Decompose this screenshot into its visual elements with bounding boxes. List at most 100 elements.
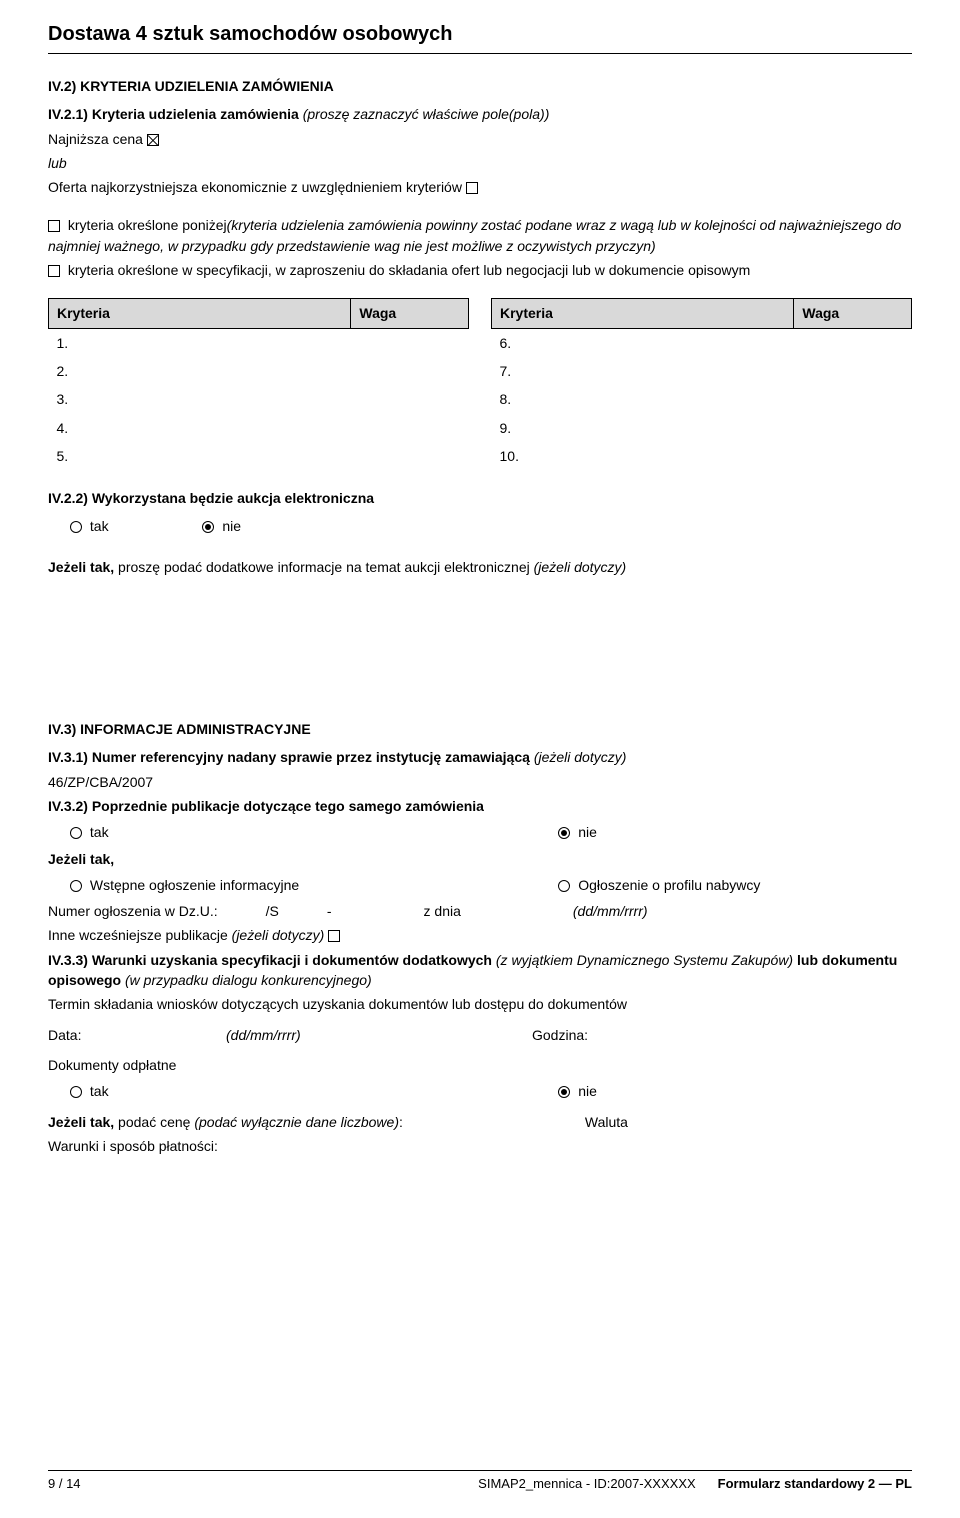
- opt-offer-label: Oferta najkorzystniejsza ekonomicznie z …: [48, 179, 462, 195]
- iv32-opts: tak nie: [48, 822, 912, 842]
- radio-iv32-tak[interactable]: [70, 827, 82, 839]
- iv33-head-d: (w przypadku dialogu konkurencyjnego): [125, 972, 372, 988]
- criteria-table-left: Kryteria Waga 1. 2. 3. 4. 5.: [48, 298, 469, 470]
- checkbox-price[interactable]: [147, 134, 159, 146]
- footer-form: Formularz standardowy 2 — PL: [718, 1475, 912, 1494]
- price-line: Jeżeli tak, podać cenę (podać wyłącznie …: [48, 1112, 912, 1132]
- radio-paid-tak[interactable]: [70, 1086, 82, 1098]
- table-row: 2.: [49, 357, 469, 385]
- iv21-options: Najniższa cena lub Oferta najkorzystniej…: [48, 129, 912, 281]
- iv22-follow-bold: Jeżeli tak,: [48, 559, 114, 575]
- table-row: 5.: [49, 442, 469, 470]
- footer-right-group: SIMAP2_mennica - ID:2007-XXXXXX Formular…: [478, 1475, 912, 1494]
- zdnia: z dnia: [424, 901, 461, 921]
- iv22-head: IV.2.2) Wykorzystana będzie aukcja elekt…: [48, 488, 912, 508]
- radio-iv32-nie[interactable]: [558, 827, 570, 839]
- criteria-tables: Kryteria Waga 1. 2. 3. 4. 5. Kryteria Wa…: [48, 298, 912, 470]
- terms-label: Warunki i sposób płatności:: [48, 1136, 912, 1156]
- checkbox-offer[interactable]: [466, 182, 478, 194]
- title-rule: [48, 53, 912, 54]
- iv21-head-line: IV.2.1) Kryteria udzielenia zamówienia (…: [48, 104, 912, 124]
- term-line: Termin składania wniosków dotyczących uz…: [48, 994, 912, 1014]
- iv22-follow-rest: proszę podać dodatkowe informacje na tem…: [114, 559, 533, 575]
- iv22-nie-wrap: nie: [202, 516, 241, 536]
- opt-below-row: kryteria określone poniżej(kryteria udzi…: [48, 215, 912, 256]
- time-label: Godzina:: [532, 1025, 588, 1045]
- price-hint: (podać wyłącznie dane liczbowe): [194, 1114, 399, 1130]
- other-pub-hint: (jeżeli dotyczy): [232, 927, 325, 943]
- iv33-head-b: (z wyjątkiem Dynamicznego Systemu Zakupó…: [496, 952, 793, 968]
- buyerprofile-label: Ogłoszenie o profilu nabywcy: [578, 877, 760, 893]
- lub-1: lub: [48, 153, 912, 173]
- table-row: 7.: [492, 357, 912, 385]
- col-crit-l: Kryteria: [49, 299, 351, 328]
- iv31-hint: (jeżeli dotyczy): [534, 749, 627, 765]
- iv32-tak: tak: [90, 824, 109, 840]
- iv3-head: IV.3) INFORMACJE ADMINISTRACYJNE: [48, 719, 912, 739]
- radio-iv22-tak[interactable]: [70, 521, 82, 533]
- iv21-hint: (proszę zaznaczyć właściwe pole(pola)): [303, 106, 550, 122]
- footer-id: SIMAP2_mennica - ID:2007-XXXXXX: [478, 1475, 696, 1494]
- num-label: Numer ogłoszenia w Dz.U.:: [48, 901, 218, 921]
- price-bold: Jeżeli tak,: [48, 1114, 114, 1130]
- iv32-iftrue: Jeżeli tak,: [48, 849, 912, 869]
- document-title: Dostawa 4 sztuk samochodów osobowych: [48, 20, 912, 49]
- col-weight-r: Waga: [794, 299, 912, 328]
- footer-rule: [48, 1470, 912, 1471]
- paid-nie: nie: [578, 1083, 597, 1099]
- iv22-follow: Jeżeli tak, proszę podać dodatkowe infor…: [48, 557, 912, 577]
- table-row: 10.: [492, 442, 912, 470]
- date-label: Data:: [48, 1025, 104, 1045]
- paid-opts: tak nie: [48, 1081, 912, 1101]
- iv22-opts: tak nie: [48, 516, 912, 536]
- section-iv2-head: IV.2) KRYTERIA UDZIELENIA ZAMÓWIENIA: [48, 76, 912, 96]
- footer: 9 / 14 SIMAP2_mennica - ID:2007-XXXXXX F…: [48, 1470, 912, 1494]
- paid-tak: tak: [90, 1083, 109, 1099]
- iv22-tak: tak: [90, 518, 109, 534]
- opt-offer-row: Oferta najkorzystniejsza ekonomicznie z …: [48, 177, 912, 197]
- other-pub-line: Inne wcześniejsze publikacje (jeżeli dot…: [48, 925, 912, 945]
- iv22-tak-wrap: tak: [70, 516, 109, 536]
- checkbox-other-pub[interactable]: [328, 930, 340, 942]
- footer-row: 9 / 14 SIMAP2_mennica - ID:2007-XXXXXX F…: [48, 1475, 912, 1494]
- opt-spec-label: kryteria określone w specyfikacji, w zap…: [68, 262, 750, 278]
- paid-docs-label: Dokumenty odpłatne: [48, 1055, 912, 1075]
- iv22-nie: nie: [222, 518, 241, 534]
- date-time-line: Data: (dd/mm/rrrr) Godzina:: [48, 1025, 912, 1045]
- price-rest: podać cenę: [114, 1114, 194, 1130]
- iv31-ref: 46/ZP/CBA/2007: [48, 772, 912, 792]
- table-row: 1.: [49, 328, 469, 357]
- iv31-head: IV.3.1) Numer referencyjny nadany sprawi…: [48, 749, 530, 765]
- slash-s: /S: [266, 901, 279, 921]
- table-row: 6.: [492, 328, 912, 357]
- date-hint-1: (dd/mm/rrrr): [573, 901, 648, 921]
- iv32-subopts: Wstępne ogłoszenie informacyjne Ogłoszen…: [48, 875, 912, 895]
- radio-paid-nie[interactable]: [558, 1086, 570, 1098]
- table-row: 9.: [492, 414, 912, 442]
- col-crit-r: Kryteria: [492, 299, 794, 328]
- opt-spec-row: kryteria określone w specyfikacji, w zap…: [48, 260, 912, 280]
- checkbox-below[interactable]: [48, 220, 60, 232]
- iv22-follow-hint: (jeżeli dotyczy): [534, 559, 627, 575]
- date-hint-2: (dd/mm/rrrr): [226, 1025, 526, 1045]
- other-pub: Inne wcześniejsze publikacje: [48, 927, 232, 943]
- iv32-head: IV.3.2) Poprzednie publikacje dotyczące …: [48, 796, 912, 816]
- page: Dostawa 4 sztuk samochodów osobowych IV.…: [0, 0, 960, 1518]
- col-weight-l: Waga: [351, 299, 469, 328]
- opt-below-label: kryteria określone poniżej: [68, 217, 227, 233]
- iv33-head-line: IV.3.3) Warunki uzyskania specyfikacji i…: [48, 950, 912, 991]
- checkbox-spec[interactable]: [48, 265, 60, 277]
- num-line: Numer ogłoszenia w Dz.U.: /S - z dnia (d…: [48, 901, 912, 921]
- table-row: 8.: [492, 385, 912, 413]
- opt-price-row: Najniższa cena: [48, 129, 912, 149]
- opt-price-label: Najniższa cena: [48, 131, 143, 147]
- radio-iv22-nie[interactable]: [202, 521, 214, 533]
- iv21-head: IV.2.1) Kryteria udzielenia zamówienia: [48, 106, 299, 122]
- iv32-nie: nie: [578, 824, 597, 840]
- criteria-table-right: Kryteria Waga 6. 7. 8. 9. 10.: [491, 298, 912, 470]
- radio-buyerprofile[interactable]: [558, 880, 570, 892]
- radio-prenotice[interactable]: [70, 880, 82, 892]
- table-row: 3.: [49, 385, 469, 413]
- iv31-line: IV.3.1) Numer referencyjny nadany sprawi…: [48, 747, 912, 767]
- iv33-head-a: IV.3.3) Warunki uzyskania specyfikacji i…: [48, 952, 492, 968]
